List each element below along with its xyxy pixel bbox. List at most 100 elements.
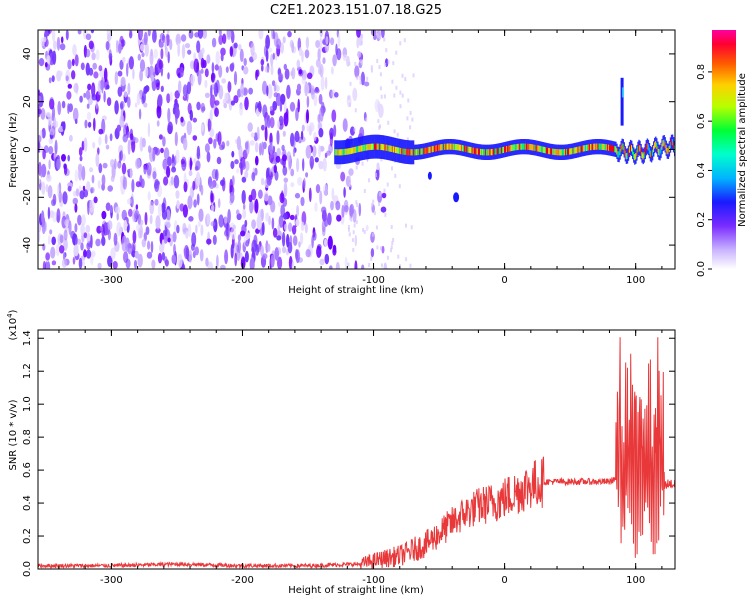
heatmap-noise-cell	[91, 52, 96, 61]
heatmap-noise-cell	[192, 117, 197, 123]
heatmap-noise-cell	[81, 214, 86, 226]
heatmap-band-core	[498, 147, 501, 154]
heatmap-band-core	[396, 147, 398, 154]
heatmap-noise-cell	[380, 206, 387, 213]
heatmap-band-core	[412, 149, 415, 156]
heatmap-band-core	[562, 149, 565, 156]
heatmap-faint-cell	[391, 166, 393, 171]
heatmap-faint-cell	[385, 48, 388, 53]
heatmap-band-core	[642, 153, 644, 160]
heatmap-noise-cell	[154, 178, 160, 192]
heatmap-noise-cell	[55, 243, 60, 257]
heatmap-noise-cell	[65, 30, 69, 41]
colorbar-label: Normalized spectral amplitude	[737, 73, 748, 227]
heatmap-noise-cell	[158, 59, 164, 70]
heatmap-noise-cell	[292, 235, 298, 246]
heatmap-noise-cell	[325, 36, 329, 45]
heatmap-noise-cell	[119, 175, 124, 185]
heatmap-band-core	[358, 145, 360, 153]
heatmap-noise-cell	[305, 249, 311, 258]
heatmap-noise-cell	[162, 158, 168, 171]
heatmap-noise-cell	[334, 92, 339, 98]
heatmap-noise-cell	[206, 151, 211, 163]
heatmap-band-core	[377, 143, 379, 150]
heatmap-noise-cell	[318, 144, 321, 158]
heatmap-band-core	[554, 148, 556, 156]
heatmap-noise-cell	[282, 165, 288, 176]
heatmap-band-core	[405, 148, 407, 155]
heatmap-band-core	[385, 144, 387, 151]
figure-title: C2E1.2023.151.07.18.G25	[270, 3, 442, 18]
heatmap-noise-cell	[275, 38, 282, 50]
heatmap-faint-cell	[406, 116, 409, 121]
heatmap-noise-cell	[318, 93, 323, 105]
heatmap-noise-cell	[51, 30, 56, 42]
y-tick-label: 1.2	[22, 363, 33, 379]
heatmap-band-core	[570, 148, 572, 155]
heatmap-noise-cell	[56, 70, 62, 82]
heatmap-noise-cell	[202, 30, 207, 39]
heatmap-band-core	[598, 143, 600, 150]
heatmap-noise-cell	[56, 36, 61, 51]
heatmap-noise-cell	[296, 204, 300, 217]
heatmap-noise-cell	[85, 224, 91, 233]
heatmap-band-core	[640, 148, 642, 155]
heatmap-band-core	[579, 146, 581, 153]
heatmap-noise-cell	[254, 198, 259, 214]
heatmap-noise-cell	[97, 180, 101, 189]
heatmap-noise-cell	[221, 78, 227, 84]
heatmap-noise-cell	[89, 199, 95, 213]
heatmap-band-core	[599, 143, 601, 150]
heatmap-band-core	[410, 149, 413, 156]
heatmap-noise-cell	[190, 74, 196, 84]
heatmap-noise-cell	[38, 177, 41, 185]
heatmap-noise-cell	[192, 180, 196, 191]
heatmap-band-core	[614, 146, 616, 153]
heatmap-noise-cell	[155, 227, 161, 234]
heatmap-faint-cell	[403, 38, 406, 43]
heatmap-band-core	[357, 146, 359, 153]
heatmap-noise-cell	[195, 171, 201, 187]
heatmap-noise-cell	[98, 163, 103, 174]
heatmap-band-core	[437, 144, 439, 152]
heatmap-noise-cell	[44, 61, 48, 68]
heatmap-noise-cell	[108, 49, 112, 63]
heatmap-faint-cell	[363, 229, 366, 234]
x-tick-label: -300	[100, 275, 123, 286]
snr-multiplier: (x104)	[6, 309, 19, 340]
heatmap-noise-cell	[201, 124, 204, 132]
heatmap-band-core	[582, 145, 585, 152]
heatmap-faint-cell	[371, 203, 374, 207]
heatmap-band-core	[408, 149, 411, 156]
heatmap-noise-cell	[184, 43, 191, 49]
heatmap-noise-cell	[259, 142, 262, 156]
heatmap-noise-cell	[179, 66, 184, 78]
heatmap-noise-cell	[98, 136, 102, 146]
heatmap-noise-cell	[217, 198, 221, 209]
heatmap-noise-cell	[69, 134, 73, 142]
heatmap-noise-cell	[164, 36, 167, 51]
heatmap-band-core	[452, 143, 455, 150]
heatmap-noise-cell	[238, 43, 242, 51]
heatmap-band-core	[585, 144, 588, 151]
heatmap-noise-cell	[304, 223, 308, 234]
heatmap-noise-cell	[128, 56, 134, 70]
heatmap-noise-cell	[47, 30, 52, 34]
heatmap-noise-cell	[199, 249, 204, 262]
heatmap-noise-cell	[50, 246, 56, 259]
heatmap-band-core	[517, 143, 520, 150]
heatmap-noise-cell	[241, 161, 246, 170]
heatmap-band-core	[590, 144, 592, 151]
heatmap-noise-cell	[145, 226, 150, 236]
heatmap-noise-cell	[182, 204, 188, 218]
heatmap-noise-cell	[196, 101, 201, 111]
heatmap-band-core	[354, 146, 356, 154]
heatmap-band-core	[636, 149, 638, 156]
heatmap-noise-cell	[144, 42, 149, 57]
heatmap-noise-cell	[63, 238, 68, 251]
heatmap-band-core	[360, 145, 362, 152]
y-tick-label: 1.0	[22, 396, 33, 412]
snr-frame	[37, 329, 676, 570]
heatmap-band-core	[433, 145, 436, 152]
heatmap-noise-cell	[267, 115, 271, 129]
